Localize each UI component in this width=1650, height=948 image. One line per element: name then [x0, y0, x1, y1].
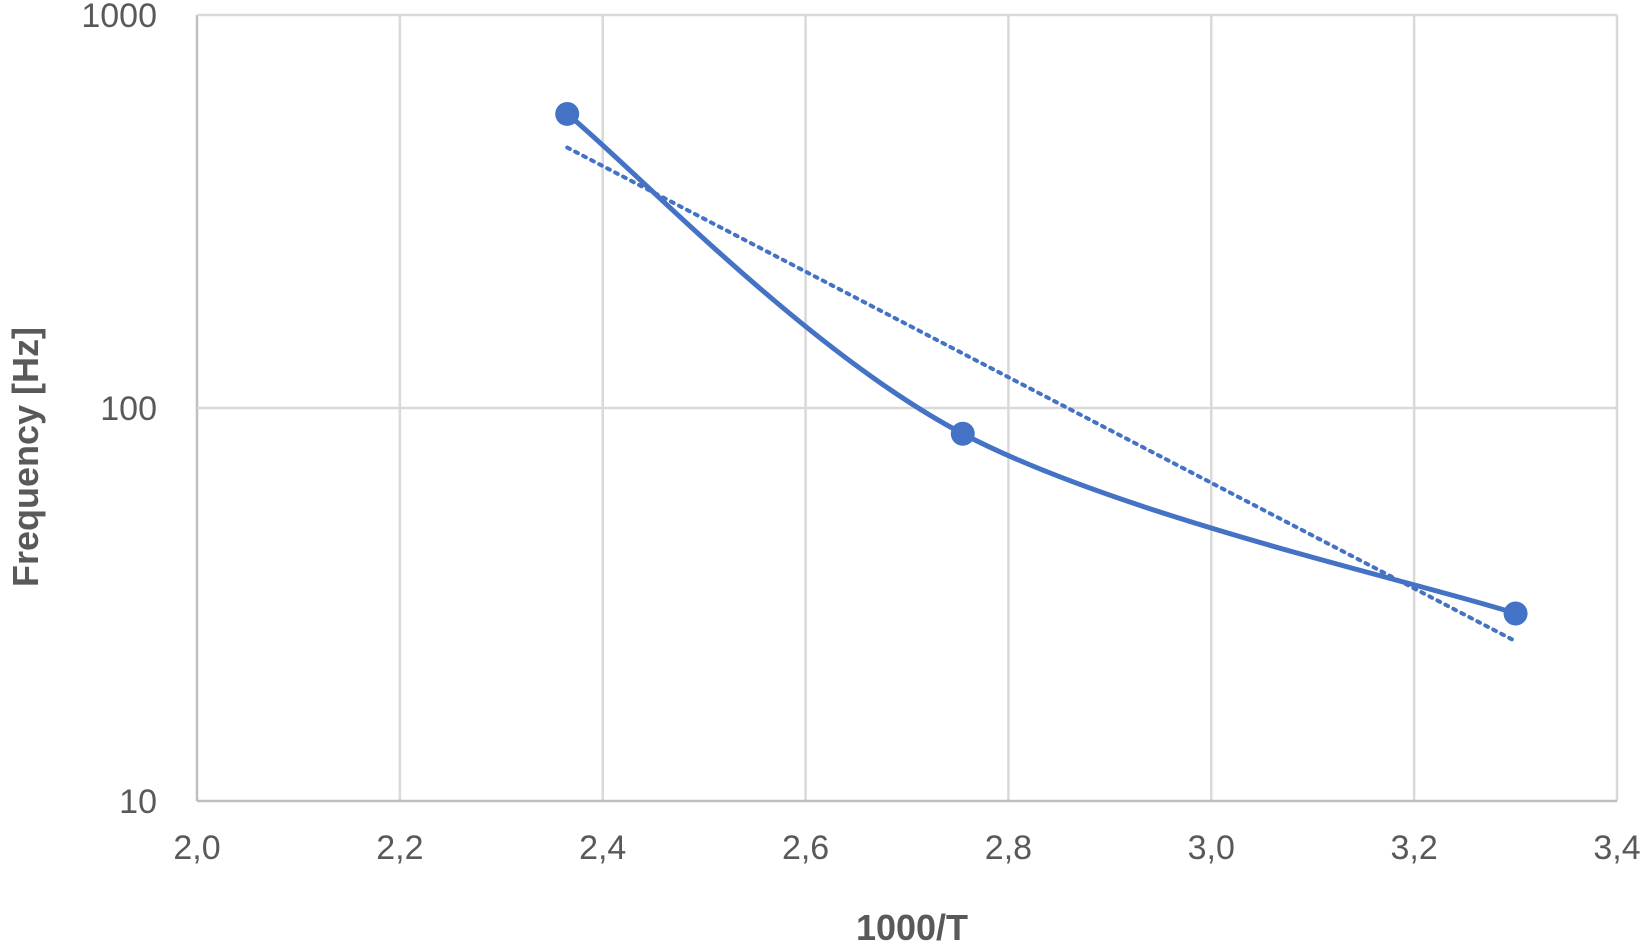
y-tick-label: 100	[100, 390, 157, 428]
y-tick-label: 1000	[81, 0, 157, 35]
data-point	[555, 101, 580, 126]
tick-labels: 2,0 2,2 2,4 2,6 2,8 3,0 3,2 3,4 10 100 1000	[81, 0, 1640, 867]
x-tick-label: 2,6	[782, 829, 829, 867]
data-point	[950, 421, 975, 446]
y-axis-title: Frequency [Hz]	[5, 327, 46, 587]
data-point	[1503, 601, 1528, 626]
x-tick-label: 2,0	[173, 829, 220, 867]
trendline-path	[565, 145, 1518, 644]
trendline	[565, 145, 1518, 644]
x-tick-label: 2,8	[985, 829, 1032, 867]
x-tick-label: 3,0	[1188, 829, 1235, 867]
y-tick-label: 10	[119, 783, 157, 821]
x-tick-label: 2,4	[579, 829, 626, 867]
series-line	[564, 111, 1519, 616]
x-tick-label: 3,4	[1593, 829, 1640, 867]
x-axis-title: 1000/T	[856, 907, 968, 948]
grid	[195, 13, 1619, 803]
x-tick-label: 3,2	[1391, 829, 1438, 867]
series-group	[555, 101, 1528, 626]
x-tick-label: 2,2	[376, 829, 423, 867]
